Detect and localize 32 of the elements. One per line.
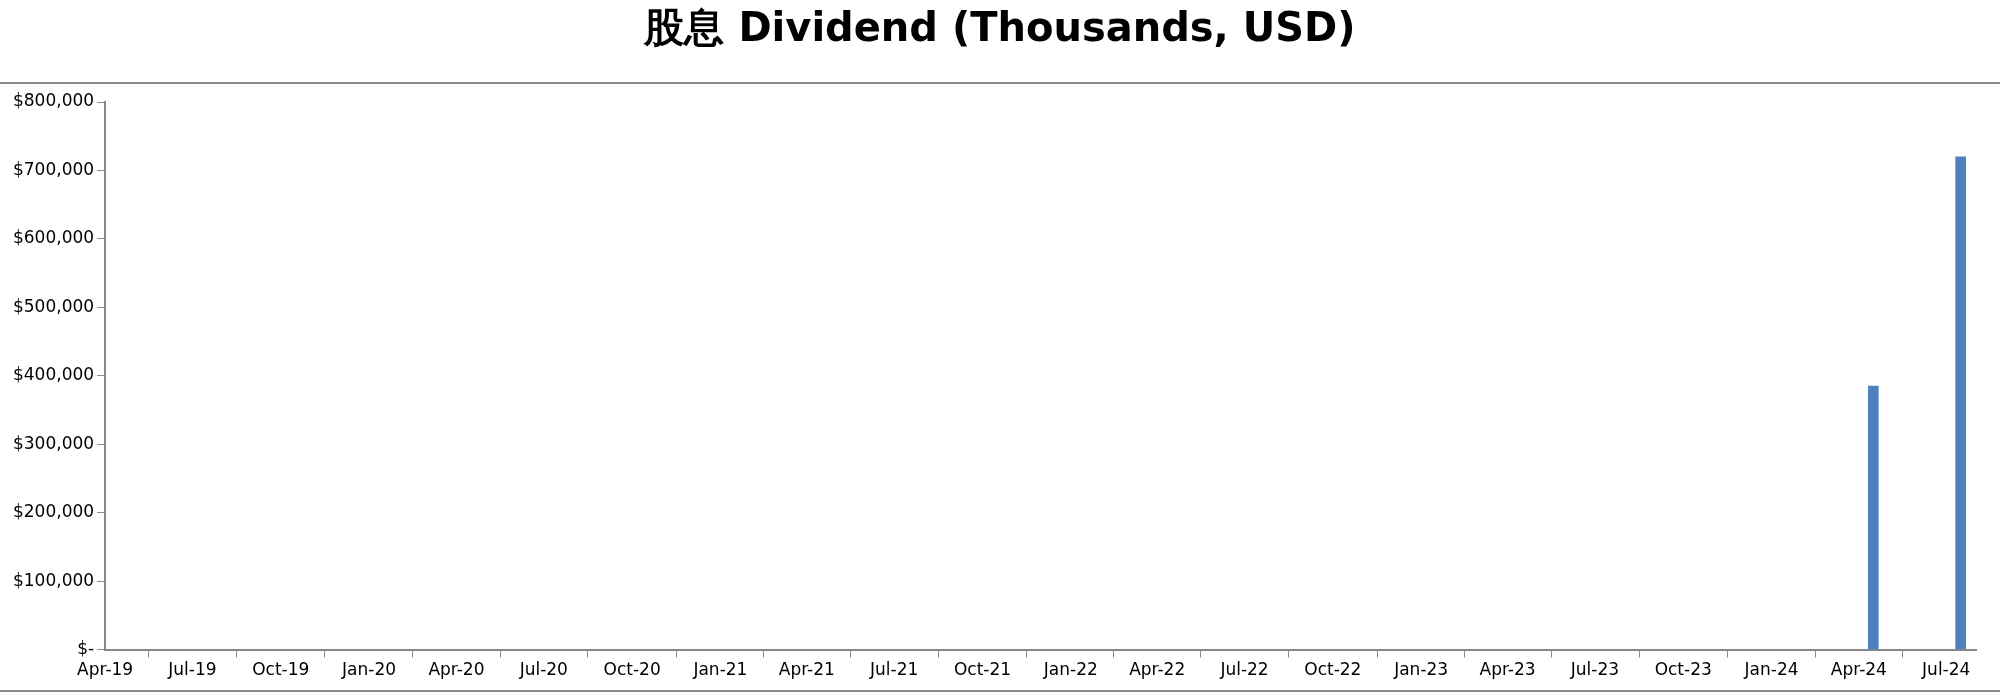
y-tick-label: $500,000 — [12, 295, 95, 316]
y-tick-label: $700,000 — [12, 158, 95, 179]
x-tick-label: Oct-21 — [953, 659, 1012, 680]
x-tick-label: Jul-20 — [518, 659, 568, 680]
y-tick-label: $100,000 — [12, 569, 95, 590]
x-tick-label: Oct-19 — [252, 659, 310, 680]
y-tick-label: $600,000 — [12, 227, 95, 248]
x-tick-label: Jul-19 — [167, 659, 217, 680]
x-tick-label: Jan-22 — [1042, 659, 1098, 680]
x-tick-label: Oct-23 — [1654, 659, 1712, 680]
x-tick-label: Jan-23 — [1393, 659, 1449, 680]
x-tick-label: Jul-22 — [1219, 659, 1269, 680]
y-tick-label: $200,000 — [12, 501, 95, 522]
y-tick-label: $300,000 — [12, 432, 95, 453]
x-tick-label: Jul-21 — [869, 659, 919, 680]
x-tick-label: Jul-24 — [1921, 659, 1971, 680]
chart-title: 股息 Dividend (Thousands, USD) — [0, 0, 2000, 84]
y-tick-label: $800,000 — [12, 90, 95, 111]
x-tick-label: Oct-20 — [603, 659, 661, 680]
y-tick-label: $- — [77, 638, 95, 659]
x-tick-label: Jan-21 — [692, 659, 748, 680]
x-tick-label: Apr-21 — [778, 659, 835, 680]
x-tick-label: Apr-20 — [428, 659, 485, 680]
x-tick-label: Jul-23 — [1569, 659, 1620, 680]
x-tick-label: Apr-23 — [1479, 659, 1536, 680]
x-tick-label: Apr-22 — [1129, 659, 1186, 680]
y-tick-label: $400,000 — [12, 364, 95, 385]
x-tick-label: Apr-24 — [1830, 659, 1887, 680]
x-tick-label: Jan-20 — [341, 659, 397, 680]
x-tick-label: Jan-24 — [1743, 659, 1799, 680]
x-tick-label: Oct-22 — [1304, 659, 1362, 680]
x-tick-label: Apr-19 — [77, 659, 134, 680]
